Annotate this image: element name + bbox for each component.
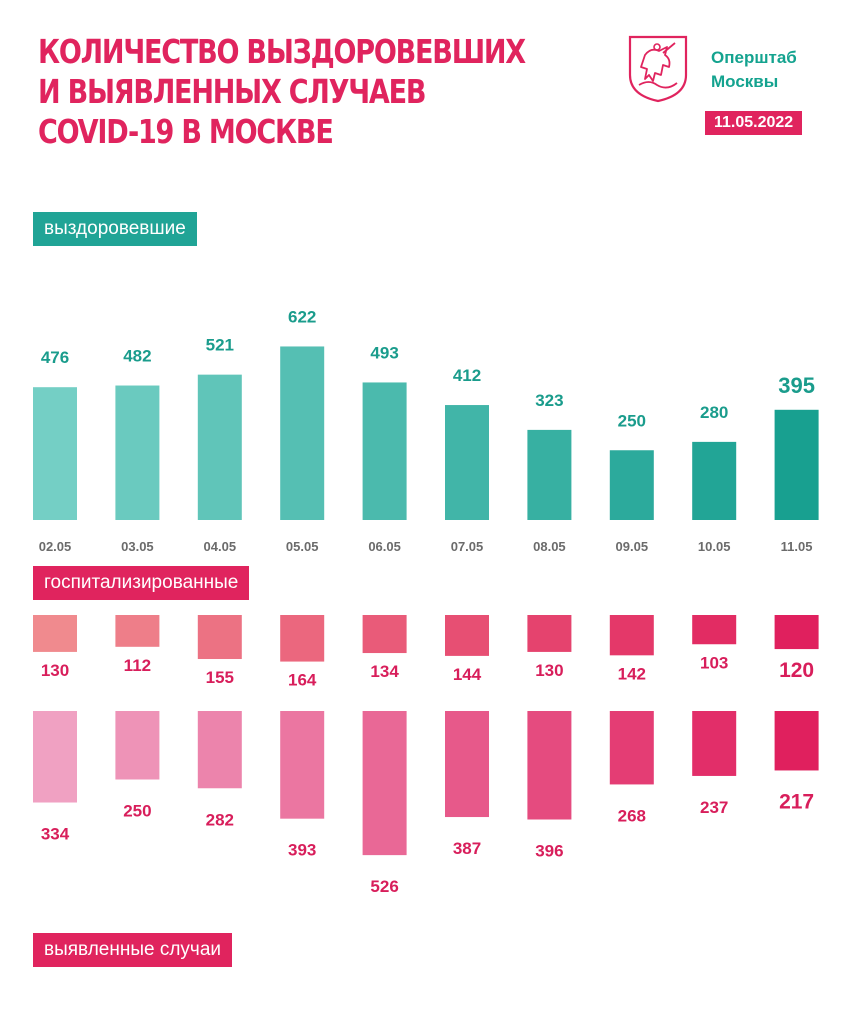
hospitalized-bar-10.05 <box>692 615 737 645</box>
recovered-value-label-03.05: 482 <box>123 347 151 366</box>
recovered-bar-03.05 <box>115 385 160 520</box>
hospitalized-bar-06.05 <box>362 615 407 654</box>
recovered-bar-10.05 <box>692 441 737 520</box>
cases-bar-03.05 <box>115 711 160 780</box>
hospitalized-value-label-11.05: 120 <box>779 659 814 682</box>
date-tick-label-11.05: 11.05 <box>781 539 813 554</box>
cases-value-label-04.05: 282 <box>206 810 234 829</box>
hospitalized-value-label-03.05: 112 <box>124 656 151 675</box>
moscow-coat-of-arms-icon <box>628 35 688 103</box>
cases-value-label-05.05: 393 <box>288 841 316 860</box>
recovered-value-label-05.05: 622 <box>288 307 316 326</box>
hospitalized-value-label-04.05: 155 <box>206 668 234 687</box>
hospitalized-bar-09.05 <box>609 615 654 656</box>
date-tick-label-09.05: 09.05 <box>616 539 649 554</box>
recovered-value-label-06.05: 493 <box>370 343 398 362</box>
cases-value-label-11.05: 217 <box>779 790 814 813</box>
title-line-3: COVID-19 В МОСКВЕ <box>38 112 334 151</box>
hospitalized-bar-11.05 <box>774 615 819 650</box>
cases-bar-11.05 <box>774 711 819 771</box>
hospitalized-section-label: госпитализированные <box>33 566 250 600</box>
cases-value-label-09.05: 268 <box>618 806 646 825</box>
recovered-bar-09.05 <box>609 450 654 520</box>
date-tick-label-05.05: 05.05 <box>286 539 319 554</box>
cases-bar-04.05 <box>197 711 242 789</box>
hospitalized-value-label-02.05: 130 <box>41 661 69 680</box>
hospitalized-bar-05.05 <box>280 615 325 662</box>
recovered-bar-07.05 <box>445 405 489 520</box>
recovered-value-label-07.05: 412 <box>453 366 481 385</box>
date-tick-label-07.05: 07.05 <box>451 539 484 554</box>
brand-line-1: Оперштаб <box>711 48 797 67</box>
hospitalized-value-label-07.05: 144 <box>453 665 482 684</box>
cases-bar-05.05 <box>280 711 325 819</box>
hospitalized-value-label-09.05: 142 <box>618 664 646 683</box>
brand-line-2: Москвы <box>711 72 779 91</box>
recovered-section-label: выздоровевшие <box>33 212 197 246</box>
recovered-bar-06.05 <box>362 382 407 520</box>
cases-value-label-02.05: 334 <box>41 825 70 844</box>
recovered-value-label-02.05: 476 <box>41 348 69 367</box>
date-tick-label-08.05: 08.05 <box>533 539 566 554</box>
hospitalized-value-label-06.05: 134 <box>370 662 399 681</box>
hospitalized-bar-07.05 <box>445 615 489 656</box>
recovered-bar-02.05 <box>33 387 77 520</box>
cases-value-label-08.05: 396 <box>535 842 563 861</box>
hospitalized-bar-03.05 <box>115 615 160 647</box>
hospitalized-value-label-05.05: 164 <box>288 671 317 690</box>
cases-bar-06.05 <box>362 711 407 856</box>
cases-bar-02.05 <box>33 711 77 803</box>
date-tick-label-03.05: 03.05 <box>121 539 154 554</box>
cases-value-label-07.05: 387 <box>453 839 481 858</box>
date-badge: 11.05.2022 <box>705 111 803 135</box>
cases-section-label: выявленные случаи <box>33 933 233 967</box>
recovered-value-label-10.05: 280 <box>700 403 728 422</box>
recovered-bar-11.05 <box>774 409 819 520</box>
cases-bar-09.05 <box>609 711 654 785</box>
recovered-value-label-08.05: 323 <box>535 391 563 410</box>
brand-name: Оперштаб Москвы <box>711 46 797 94</box>
hospitalized-bar-02.05 <box>33 615 77 652</box>
date-tick-label-04.05: 04.05 <box>204 539 237 554</box>
recovered-value-label-11.05: 395 <box>778 373 815 398</box>
recovered-bar-08.05 <box>527 429 572 520</box>
cases-bar-07.05 <box>445 711 489 818</box>
cases-value-label-06.05: 526 <box>370 877 398 896</box>
cases-bar-08.05 <box>527 711 572 820</box>
cases-bar-10.05 <box>692 711 737 776</box>
recovered-value-label-04.05: 521 <box>206 336 234 355</box>
hospitalized-value-label-10.05: 103 <box>700 653 728 672</box>
recovered-value-label-09.05: 250 <box>618 411 646 430</box>
date-tick-label-06.05: 06.05 <box>368 539 401 554</box>
hospitalized-bar-08.05 <box>527 615 572 652</box>
cases-value-label-10.05: 237 <box>700 798 728 817</box>
hospitalized-bar-04.05 <box>197 615 242 660</box>
date-tick-label-02.05: 02.05 <box>39 539 72 554</box>
hospitalized-value-label-08.05: 130 <box>535 661 563 680</box>
recovered-bar-05.05 <box>280 346 325 520</box>
title-line-2: И ВЫЯВЛЕННЫХ СЛУЧАЕВ <box>38 72 427 111</box>
recovered-bar-04.05 <box>197 374 242 520</box>
cases-value-label-03.05: 250 <box>123 802 151 821</box>
date-tick-label-10.05: 10.05 <box>698 539 731 554</box>
